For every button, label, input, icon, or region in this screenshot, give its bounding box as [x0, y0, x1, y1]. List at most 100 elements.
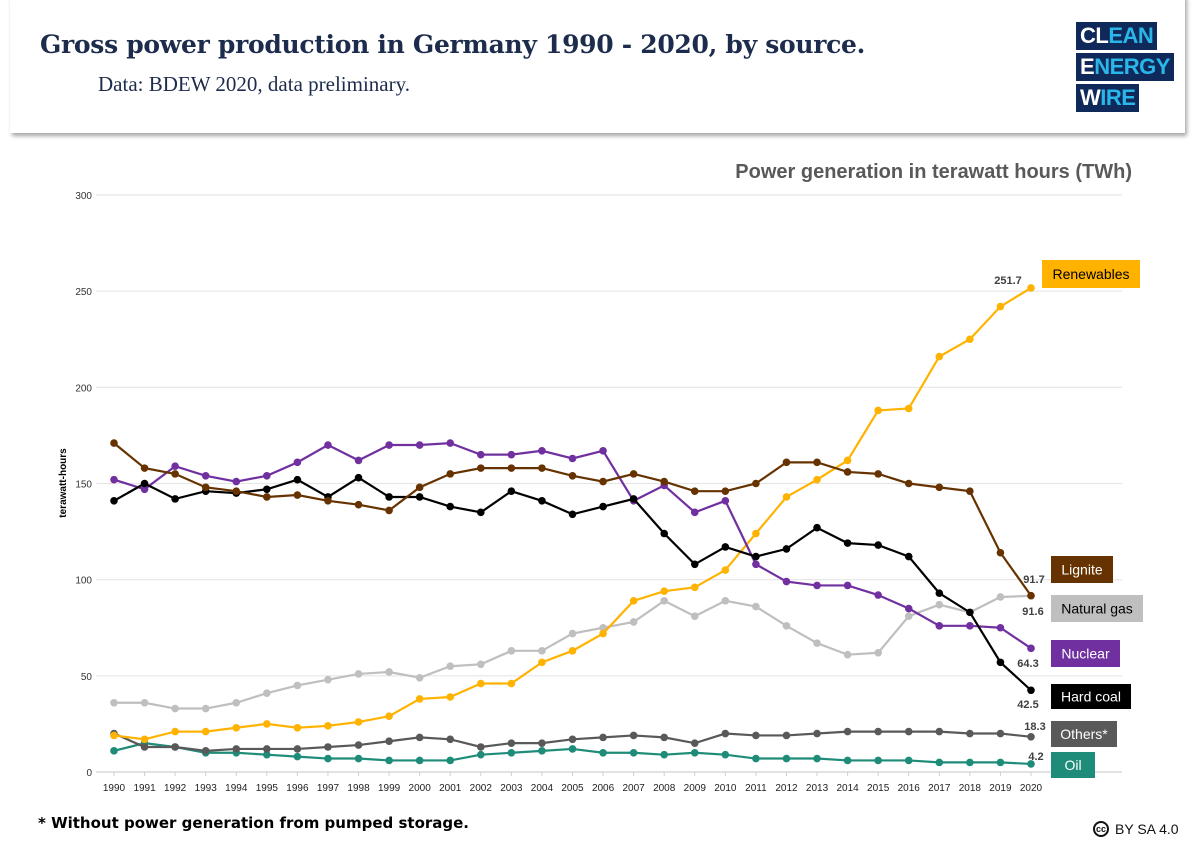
data-point: [140, 464, 149, 472]
data-point: [201, 472, 210, 480]
data-point: [782, 731, 791, 740]
data-point: [385, 441, 393, 449]
data-point: [415, 695, 424, 703]
data-point: [935, 600, 944, 609]
data-point: [140, 485, 149, 494]
data-point: [843, 650, 852, 659]
legend-box: [1042, 260, 1140, 288]
data-point: [752, 602, 760, 611]
data-point: [904, 727, 913, 736]
data-point: [599, 502, 607, 511]
data-point: [629, 748, 638, 757]
data-point: [110, 731, 118, 740]
data-point: [415, 673, 424, 682]
x-tick-label: 2015: [867, 783, 890, 794]
data-point: [996, 623, 1005, 632]
x-tick-label: 2001: [439, 783, 462, 794]
data-point: [293, 723, 302, 732]
data-point: [935, 622, 944, 630]
data-point: [752, 754, 760, 763]
x-tick-label: 2012: [775, 783, 798, 794]
series-nuclear: [110, 439, 1035, 653]
data-point: [171, 495, 179, 503]
series-line: [113, 476, 1032, 692]
y-axis-label: terawatt-hours: [58, 448, 69, 518]
data-point: [477, 679, 485, 688]
license[interactable]: cc BY SA 4.0: [1093, 821, 1179, 837]
data-point: [324, 722, 332, 730]
data-point: [568, 735, 577, 744]
data-point: [293, 745, 302, 753]
x-tick-label: 2002: [470, 783, 493, 794]
data-point: [415, 756, 424, 765]
legend-box: [1051, 595, 1143, 622]
x-tick-label: 2000: [409, 783, 432, 794]
x-tick-label: 2011: [745, 783, 767, 794]
data-point: [446, 470, 455, 478]
data-point: [477, 750, 485, 759]
legend-label: Hard coal: [1061, 689, 1121, 705]
data-point: [690, 612, 699, 621]
data-point: [171, 470, 179, 478]
series-others-: [110, 727, 1035, 755]
data-point: [232, 745, 241, 753]
x-tick-label: 1994: [225, 783, 248, 794]
x-tick-label: 2005: [561, 783, 584, 794]
data-point: [1027, 644, 1035, 653]
data-point: [629, 470, 638, 478]
data-point: [538, 497, 546, 505]
data-point: [538, 447, 546, 455]
data-point: [874, 756, 882, 765]
data-point: [966, 487, 974, 495]
x-tick-label: 1998: [347, 783, 370, 794]
data-point: [843, 727, 852, 736]
data-point: [354, 456, 363, 465]
data-point: [354, 670, 363, 678]
data-point: [629, 495, 638, 503]
data-point: [782, 545, 791, 553]
series-lignite: [110, 439, 1035, 600]
data-point: [721, 543, 730, 551]
x-tick-label: 2003: [500, 783, 523, 794]
end-value-label: 18.3: [1024, 721, 1045, 733]
data-point: [599, 447, 607, 455]
data-point: [904, 756, 913, 765]
data-point: [1027, 591, 1035, 600]
end-value-label: 91.7: [1023, 574, 1044, 586]
data-point: [507, 487, 516, 495]
data-point: [538, 739, 546, 747]
data-point: [843, 468, 852, 476]
logo-row-energy: ENERGY: [1076, 53, 1174, 81]
data-point: [660, 529, 668, 538]
data-point: [201, 727, 210, 736]
data-point: [966, 622, 974, 630]
data-point: [813, 475, 821, 484]
data-point: [813, 729, 821, 738]
data-point: [935, 727, 944, 736]
x-tick-label: 2019: [989, 783, 1012, 794]
data-point: [324, 497, 332, 505]
data-point: [477, 450, 485, 459]
end-value-label: 4.2: [1028, 751, 1043, 763]
y-tick-label: 100: [75, 576, 92, 587]
series-renewables: [110, 284, 1035, 744]
data-point: [507, 679, 516, 688]
data-point: [477, 464, 485, 472]
x-tick-label: 2018: [959, 783, 982, 794]
data-point: [263, 485, 271, 494]
data-point: [1027, 686, 1035, 695]
data-point: [721, 497, 730, 505]
data-point: [904, 552, 913, 561]
data-point: [935, 758, 944, 767]
data-point: [538, 658, 546, 667]
data-point: [568, 647, 577, 655]
data-point: [690, 560, 699, 569]
data-point: [935, 589, 944, 597]
data-point: [782, 622, 791, 630]
data-point: [721, 566, 730, 574]
data-point: [110, 698, 118, 707]
data-point: [843, 539, 852, 547]
data-point: [752, 529, 760, 538]
data-point: [538, 647, 546, 655]
